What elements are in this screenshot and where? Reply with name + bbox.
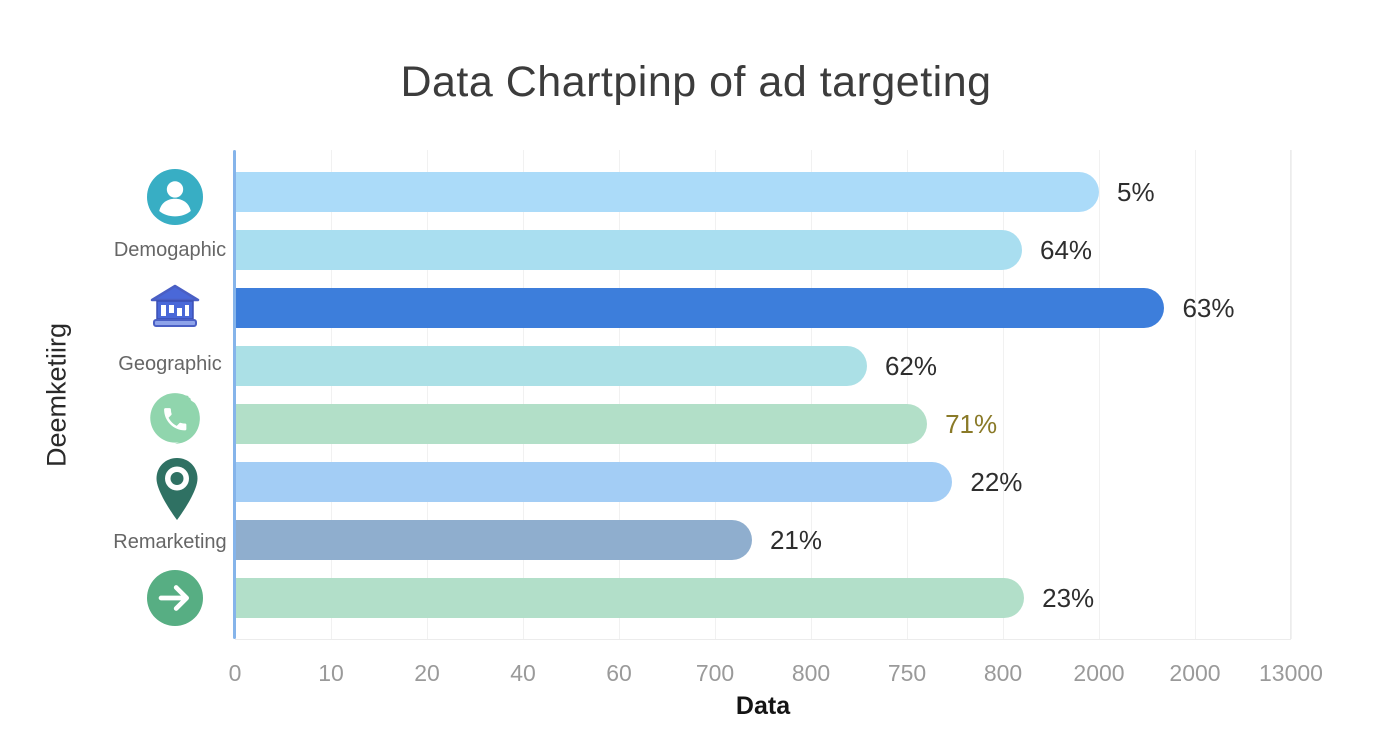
bank-icon — [150, 284, 200, 337]
gridline — [907, 150, 908, 639]
arrow-right-icon — [147, 570, 203, 631]
location-pin-icon — [153, 456, 201, 527]
category-label-geographic: Geographic — [118, 353, 222, 375]
bar-value-label: 23% — [1042, 582, 1095, 613]
x-tick-label: 800 — [791, 660, 831, 686]
bar-value-label: 21% — [769, 524, 822, 555]
gridline — [331, 150, 332, 639]
x-tick-label: 40 — [510, 660, 536, 686]
bar — [235, 577, 1025, 618]
x-tick-label: 10 — [318, 660, 344, 686]
bar — [235, 519, 752, 560]
gridline — [1291, 150, 1292, 639]
bar-value-label: 62% — [884, 350, 937, 381]
gridline — [1003, 150, 1004, 639]
bar — [235, 229, 1023, 270]
category-label-remarketing: Remarketing — [113, 531, 227, 553]
x-tick-label: 13000 — [1259, 660, 1323, 686]
bar-value-label: 64% — [1040, 234, 1093, 265]
gridline — [1099, 150, 1100, 639]
bar-value-label: 71% — [945, 408, 998, 439]
y-axis-line — [233, 150, 236, 639]
gridline — [811, 150, 812, 639]
x-tick-label: 0 — [228, 660, 242, 686]
x-tick-label: 20 — [414, 660, 440, 686]
gridline — [715, 150, 716, 639]
x-axis-ticks: 0 10 20 40 60 700 800 750 800 2000 2000 13000 — [0, 660, 1392, 694]
person-icon — [147, 169, 203, 230]
x-tick-label: 2000 — [1169, 660, 1221, 686]
gridline — [619, 150, 620, 639]
phone-chat-icon — [148, 392, 202, 451]
bar-value-label: 5% — [1117, 176, 1155, 207]
gridline — [1195, 150, 1196, 639]
plot-area: 5% 64% 63% 62% 71% 22% 21% 23% — [233, 150, 1292, 640]
bar-value-label: 22% — [970, 466, 1023, 497]
bar — [235, 171, 1100, 212]
category-label-demographic: Demogaphic — [113, 239, 227, 261]
gridline — [523, 150, 524, 639]
x-axis-label: Data — [735, 692, 791, 720]
x-tick-label: 750 — [887, 660, 927, 686]
bar — [235, 403, 928, 444]
bar — [235, 287, 1165, 328]
bar — [235, 345, 867, 386]
bar-value-label: 63% — [1182, 292, 1235, 323]
x-tick-label: 800 — [983, 660, 1023, 686]
chart-title: Data Chartpinp of ad targeting — [400, 58, 992, 106]
x-tick-label: 2000 — [1073, 660, 1125, 686]
bar — [235, 461, 953, 502]
gridline — [427, 150, 428, 639]
y-axis-label: Deemketiirg — [41, 322, 72, 468]
x-tick-label: 700 — [695, 660, 735, 686]
x-tick-label: 60 — [606, 660, 632, 686]
